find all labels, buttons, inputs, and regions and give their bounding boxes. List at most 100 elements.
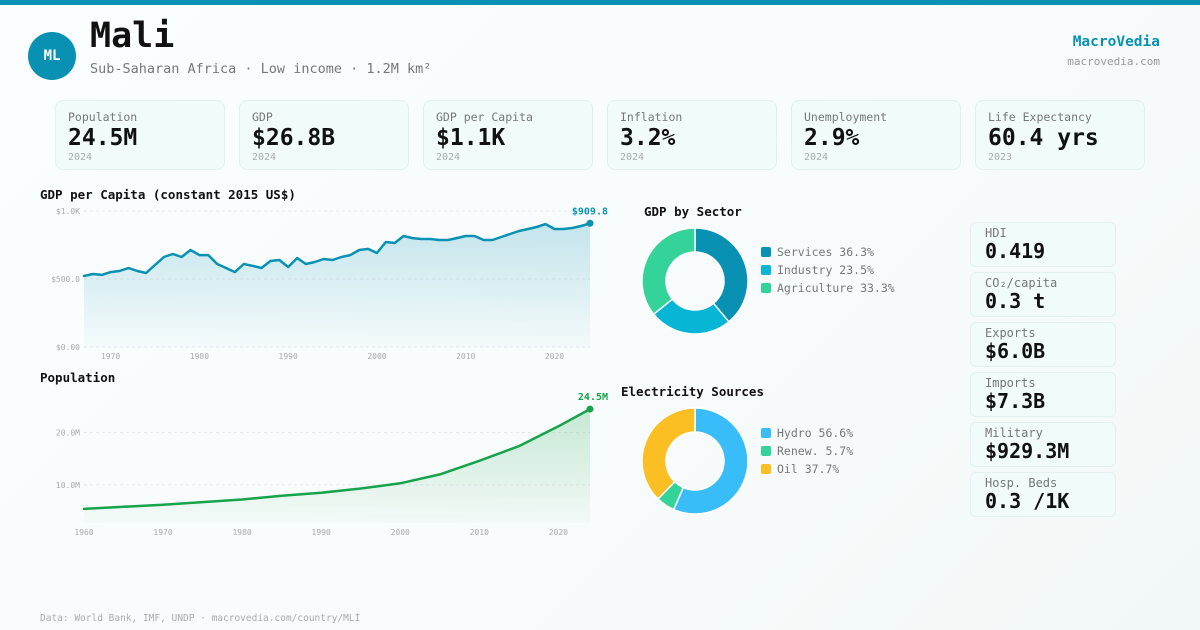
kpi-label: GDP	[252, 110, 273, 124]
legend-item-oil: Oil 37.7%	[761, 460, 853, 478]
gdp-x-tick-label: 2010	[456, 352, 475, 361]
gdp-x-tick-label: 1990	[279, 352, 298, 361]
stat-card-military: Military $929.3M	[970, 422, 1116, 467]
stat-card-hospital-beds: Hosp. Beds 0.3 /1K	[970, 472, 1116, 517]
kpi-year: 2024	[620, 152, 645, 163]
stat-value: 0.3 t	[985, 289, 1046, 313]
kpi-year: 2024	[436, 152, 461, 163]
stat-value: $929.3M	[985, 439, 1070, 463]
population-x-tick-label: 1960	[74, 528, 93, 537]
kpi-year: 2023	[988, 152, 1013, 163]
population-chart-title: Population	[40, 370, 116, 385]
kpi-label: Unemployment	[804, 110, 888, 124]
gdp-by-sector-legend: Services 36.3% Industry 23.5% Agricultur…	[761, 243, 895, 297]
gdp-x-tick-label: 1970	[101, 352, 120, 361]
population-area	[84, 409, 590, 523]
legend-label: Oil 37.7%	[777, 462, 840, 476]
kpi-value: $1.1K	[436, 125, 506, 151]
gdp-x-tick-label: 2000	[367, 352, 386, 361]
population-x-tick-label: 1970	[153, 528, 172, 537]
electricity-sources-title: Electricity Sources	[621, 384, 764, 399]
gdp-per-capita-chart-title: GDP per Capita (constant 2015 US$)	[40, 187, 296, 202]
legend-swatch	[761, 464, 771, 474]
population-x-tick-label: 1990	[312, 528, 331, 537]
kpi-label: GDP per Capita	[436, 110, 533, 124]
stat-value: $7.3B	[985, 389, 1046, 413]
stat-card-co2: CO₂/capita 0.3 t	[970, 272, 1116, 317]
legend-label: Renew. 5.7%	[777, 444, 854, 458]
stat-label: HDI	[985, 226, 1007, 240]
kpi-row: Population 24.5M 2024 GDP $26.8B 2024 GD…	[55, 100, 1145, 170]
kpi-value: 3.2%	[620, 125, 676, 151]
stat-card-imports: Imports $7.3B	[970, 372, 1116, 417]
legend-item-renewables: Renew. 5.7%	[761, 442, 853, 460]
sector-slice-agriculture	[641, 227, 696, 316]
legend-swatch	[761, 428, 771, 438]
population-end-label: 24.5M	[578, 392, 608, 403]
legend-swatch	[761, 446, 771, 456]
brand-logo[interactable]: MacroVedia	[1072, 34, 1160, 50]
gdp-area	[84, 223, 590, 347]
population-x-tick-label: 2000	[391, 528, 410, 537]
gdp-line	[82, 222, 592, 278]
population-y-tick-label: 10.0M	[56, 481, 80, 490]
page-title: Mali	[90, 16, 175, 56]
population-x-tick-label: 2020	[549, 528, 568, 537]
stat-value: 0.3 /1K	[985, 489, 1070, 513]
gdp-y-tick-label: $500.0	[51, 275, 80, 284]
kpi-value: 60.4 yrs	[988, 125, 1099, 151]
kpi-card-unemployment: Unemployment 2.9% 2024	[791, 100, 961, 170]
legend-swatch	[761, 265, 771, 275]
legend-label: Industry 23.5%	[777, 263, 874, 277]
legend-swatch	[761, 247, 771, 257]
legend-label: Services 36.3%	[777, 245, 874, 259]
legend-item-industry: Industry 23.5%	[761, 261, 895, 279]
stat-card-exports: Exports $6.0B	[970, 322, 1116, 367]
brand-url[interactable]: macrovedia.com	[1067, 55, 1160, 68]
legend-item-agriculture: Agriculture 33.3%	[761, 279, 895, 297]
avatar-initials: ML	[43, 48, 61, 64]
kpi-card-gdp-per-capita: GDP per Capita $1.1K 2024	[423, 100, 593, 170]
legend-label: Agriculture 33.3%	[777, 281, 895, 295]
footer-source: Data: World Bank, IMF, UNDP · macrovedia…	[40, 613, 361, 624]
population-x-tick-label: 2010	[470, 528, 489, 537]
gdp-end-point	[586, 219, 594, 227]
gdp-x-tick-label: 2020	[545, 352, 564, 361]
gdp-by-sector-title: GDP by Sector	[644, 204, 742, 219]
kpi-value: 2.9%	[804, 125, 860, 151]
country-avatar: ML	[28, 32, 76, 80]
kpi-label: Inflation	[620, 110, 683, 124]
legend-item-services: Services 36.3%	[761, 243, 895, 261]
population-x-tick-label: 1980	[232, 528, 251, 537]
stat-label: Hosp. Beds	[985, 476, 1058, 490]
population-line	[82, 407, 592, 511]
kpi-card-inflation: Inflation 3.2% 2024	[607, 100, 777, 170]
electricity-slice-oil	[641, 407, 696, 501]
kpi-value: $26.8B	[252, 125, 336, 151]
stat-card-hdi: HDI 0.419	[970, 222, 1116, 267]
stat-label: Military	[985, 426, 1043, 440]
country-subtitle: Sub-Saharan Africa · Low income · 1.2M k…	[90, 61, 432, 77]
gdp-end-label: $909.8	[572, 206, 608, 217]
stat-label: Exports	[985, 326, 1036, 340]
electricity-slice-hydro	[672, 407, 749, 515]
legend-item-hydro: Hydro 56.6%	[761, 424, 853, 442]
kpi-year: 2024	[804, 152, 829, 163]
stat-label: Imports	[985, 376, 1036, 390]
gdp-y-tick-label: $0.00	[56, 343, 80, 352]
population-end-point	[586, 405, 594, 413]
legend-swatch	[761, 283, 771, 293]
top-accent-bar	[0, 0, 1200, 5]
sector-slice-services	[694, 227, 749, 323]
kpi-label: Population	[68, 110, 138, 124]
kpi-card-life-expectancy: Life Expectancy 60.4 yrs 2023	[975, 100, 1145, 170]
gdp-y-tick-label: $1.0K	[56, 207, 80, 216]
kpi-value: 24.5M	[68, 125, 138, 151]
kpi-year: 2024	[252, 152, 277, 163]
population-y-tick-label: 20.0M	[56, 429, 80, 438]
electricity-sources-legend: Hydro 56.6% Renew. 5.7% Oil 37.7%	[761, 424, 853, 478]
side-stats: HDI 0.419 CO₂/capita 0.3 t Exports $6.0B…	[970, 222, 1116, 517]
stat-value: 0.419	[985, 239, 1046, 263]
kpi-card-gdp: GDP $26.8B 2024	[239, 100, 409, 170]
